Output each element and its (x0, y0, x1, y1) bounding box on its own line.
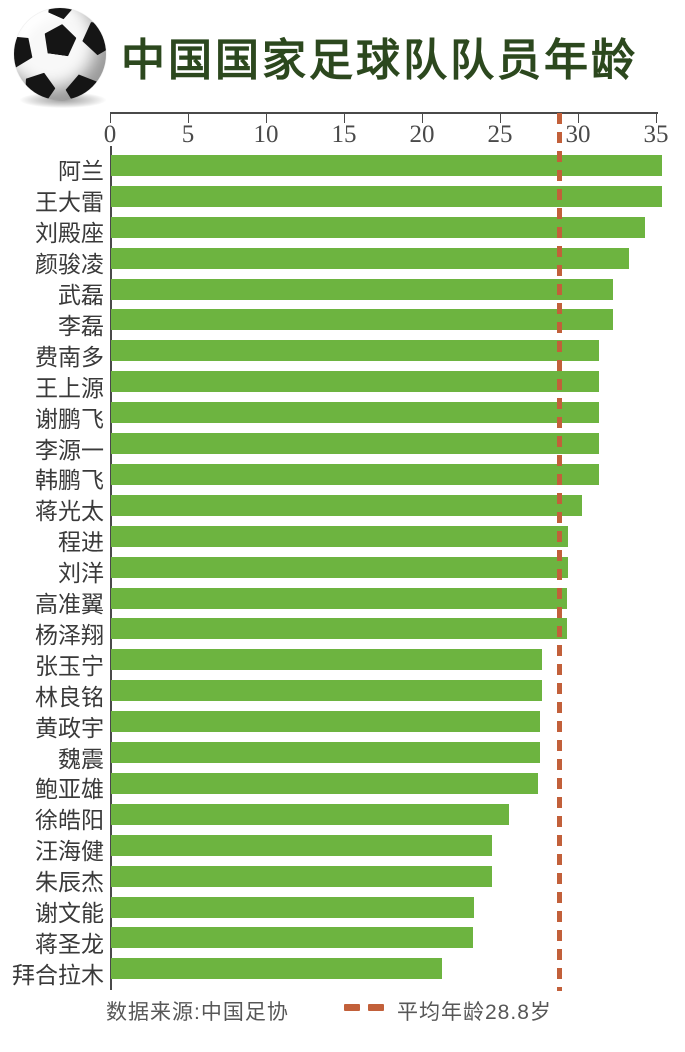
page-title: 中国国家足球队队员年龄 (121, 36, 638, 85)
age-bar (111, 185, 662, 207)
age-bar (111, 433, 600, 455)
age-bar (111, 278, 614, 300)
age-bar (111, 494, 583, 516)
ball-sphere (14, 8, 106, 100)
player-name-label: 阿兰 (58, 159, 104, 185)
age-bar (111, 247, 629, 269)
ball-patch (63, 70, 103, 100)
soccer-ball-icon (12, 8, 114, 112)
age-bar (111, 927, 473, 949)
age-bar (111, 711, 540, 733)
player-name-label: 谢文能 (35, 901, 104, 927)
axis-tick-label: 0 (103, 121, 117, 148)
player-name-label: 张玉宁 (35, 653, 104, 679)
age-bar (111, 371, 600, 393)
age-bar (111, 402, 600, 424)
player-name-label: 鲍亚雄 (35, 777, 104, 803)
axis-tick-label: 20 (409, 121, 435, 148)
player-name-label: 王上源 (35, 375, 104, 401)
ball-patch (14, 27, 40, 71)
player-name-label: 王大雷 (35, 190, 104, 216)
ball-patch (20, 68, 59, 100)
age-bar (111, 896, 475, 918)
average-legend-dash-icon (368, 1004, 384, 1011)
player-name-label: 费南多 (35, 344, 104, 370)
axis-tick-label: 35 (643, 121, 669, 148)
average-age-line (556, 113, 562, 992)
age-bar (111, 309, 614, 331)
player-name-label: 韩鹏飞 (35, 468, 104, 494)
age-bar (111, 525, 569, 547)
player-name-label: 高准翼 (35, 592, 104, 618)
player-name-label: 蒋光太 (35, 499, 104, 525)
ball-patch (42, 22, 78, 57)
player-name-label: 谢鹏飞 (35, 406, 104, 432)
average-legend-label: 平均年龄28.8岁 (397, 1001, 552, 1024)
player-name-label: 刘殿座 (35, 221, 104, 247)
axis-tick-label: 5 (181, 121, 195, 148)
age-bar (111, 803, 509, 825)
axis-tick-label: 25 (487, 121, 513, 148)
age-bar (111, 340, 600, 362)
age-bar (111, 958, 442, 980)
axis-tick (500, 114, 501, 123)
player-name-label: 程进 (58, 530, 104, 556)
player-name-label: 魏震 (58, 746, 104, 772)
player-name-label: 刘洋 (58, 561, 104, 587)
player-name-label: 拜合拉木 (12, 962, 104, 988)
player-name-label: 徐皓阳 (35, 808, 104, 834)
age-bar (111, 618, 567, 640)
x-axis-line (110, 112, 658, 114)
player-name-label: 黄政宇 (35, 715, 104, 741)
age-bar (111, 772, 539, 794)
axis-tick (110, 114, 111, 123)
age-bar (111, 742, 540, 764)
age-bar (111, 587, 567, 609)
player-name-label: 武磊 (58, 283, 104, 309)
average-legend-dash-icon (344, 1004, 360, 1011)
ball-patch (44, 8, 78, 21)
axis-tick (656, 114, 657, 123)
age-bar (111, 463, 600, 485)
ball-patch (76, 14, 106, 59)
axis-tick (266, 114, 267, 123)
axis-tick (344, 114, 345, 123)
age-bar (111, 649, 542, 671)
player-name-label: 汪海健 (35, 839, 104, 865)
player-name-label: 李磊 (58, 313, 104, 339)
axis-tick-label: 30 (565, 121, 591, 148)
player-name-label: 杨泽翔 (35, 622, 104, 648)
data-source-text: 数据来源:中国足协 (106, 1001, 289, 1024)
player-name-label: 颜骏凌 (35, 252, 104, 278)
age-bar (111, 834, 492, 856)
axis-tick-label: 10 (253, 121, 279, 148)
axis-tick-label: 15 (331, 121, 357, 148)
age-bar (111, 680, 542, 702)
player-name-label: 朱辰杰 (35, 870, 104, 896)
player-name-label: 李源一 (35, 437, 104, 463)
age-bar (111, 154, 662, 176)
player-name-label: 林良铭 (35, 684, 104, 710)
age-bar (111, 865, 492, 887)
axis-tick (422, 114, 423, 123)
axis-tick (188, 114, 189, 123)
age-bar (111, 216, 645, 238)
player-name-label: 蒋圣龙 (35, 931, 104, 957)
axis-tick (578, 114, 579, 123)
age-bar (111, 556, 569, 578)
